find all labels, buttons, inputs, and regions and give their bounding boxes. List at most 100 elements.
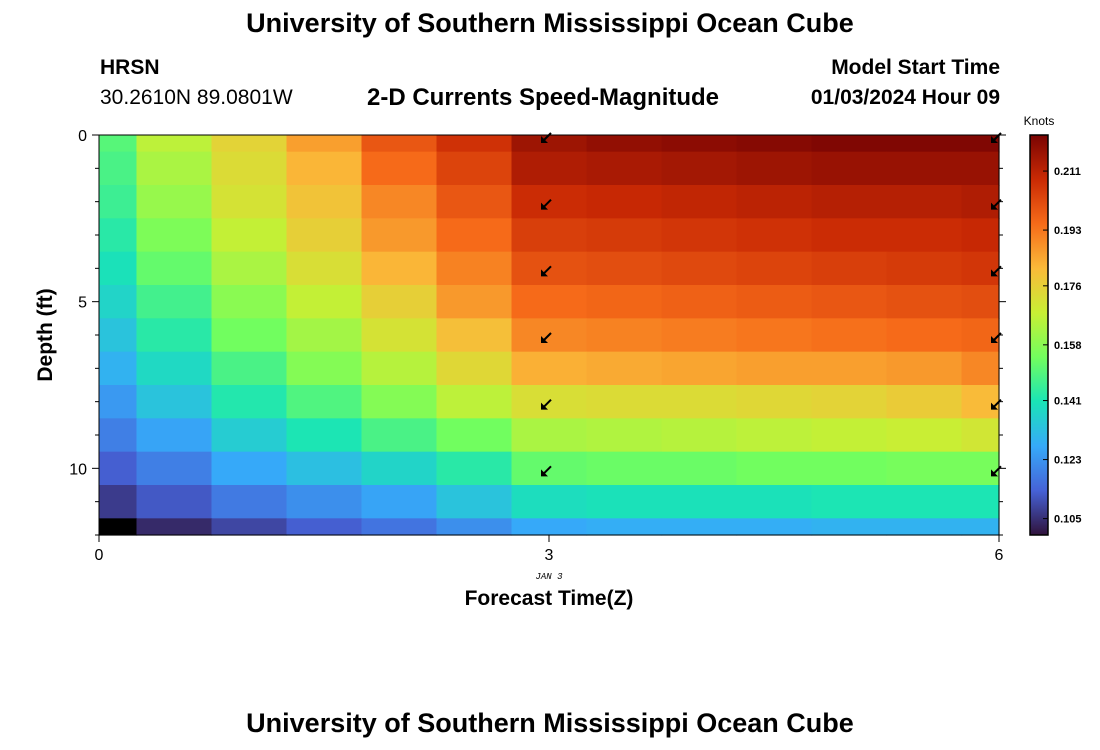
heatmap-cell	[136, 485, 213, 519]
heatmap-cell	[586, 485, 663, 519]
heatmap-cell	[736, 351, 813, 386]
current-arrow-head	[541, 136, 548, 143]
x-tick-label: 6	[995, 547, 1004, 564]
heatmap-cell	[436, 518, 513, 536]
heatmap-cell	[211, 351, 288, 386]
heatmap-cell	[736, 385, 813, 419]
model-start-value: 01/03/2024 Hour 09	[810, 86, 1000, 109]
colorbar-tick-label: 0.105	[1054, 514, 1082, 526]
current-arrow-head	[541, 269, 548, 277]
heatmap-cell	[511, 135, 588, 153]
heatmap-cell	[736, 418, 813, 453]
heatmap-cell	[136, 518, 213, 536]
x-tick-label: 0	[95, 547, 104, 564]
heatmap-cell	[736, 218, 813, 253]
heatmap-cell	[361, 418, 438, 453]
heatmap-cell	[886, 218, 963, 253]
heatmap-cell	[961, 418, 1000, 453]
heatmap-cell	[736, 135, 813, 153]
heatmap-cell	[361, 351, 438, 386]
heatmap-cell	[961, 451, 1000, 486]
station-coordinates: 30.2610N 89.0801W	[100, 86, 293, 109]
heatmap-cell	[136, 385, 213, 419]
heatmap-cell	[661, 218, 738, 253]
heatmap-cell	[886, 485, 963, 519]
heatmap-cell	[886, 385, 963, 419]
colorbar-scale	[1029, 134, 1049, 536]
heatmap-cell	[286, 285, 363, 319]
heatmap-cell	[286, 351, 363, 386]
chart-main-title: University of Southern Mississippi Ocean…	[246, 8, 854, 38]
heatmap-cell	[286, 218, 363, 253]
heatmap-cell	[586, 451, 663, 486]
heatmap-cell	[586, 151, 663, 186]
heatmap-cell	[511, 151, 588, 186]
current-arrow-head	[541, 402, 548, 410]
heatmap-cell	[211, 485, 288, 519]
current-arrow	[991, 398, 1002, 410]
heatmap-cell	[961, 285, 1000, 319]
heatmap-cell	[511, 518, 588, 536]
heatmap-cell	[661, 351, 738, 386]
y-axis-title: Depth (ft)	[34, 288, 57, 381]
heatmap-cell	[136, 318, 213, 353]
heatmap-cell	[961, 351, 1000, 386]
heatmap-cell	[99, 418, 138, 453]
heatmap-cell	[286, 485, 363, 519]
heatmap-cell	[886, 151, 963, 186]
colorbar: 0.211 0.193 0.176 0.158 0.141 0.123 0.105 Knots	[1024, 114, 1082, 536]
heatmap-cell	[661, 151, 738, 186]
x-tick-label: 3	[545, 547, 554, 564]
heatmap-cell	[661, 451, 738, 486]
heatmap-cell	[436, 251, 513, 286]
heatmap-cell	[136, 418, 213, 453]
heatmap-cell	[286, 385, 363, 419]
heatmap-cell	[99, 185, 138, 219]
heatmap-cell	[811, 135, 888, 153]
heatmap-cell	[661, 318, 738, 353]
colorbar-unit-label: Knots	[1024, 114, 1055, 128]
colorbar-tick-label: 0.211	[1054, 166, 1081, 178]
heatmap-cell	[211, 251, 288, 286]
heatmap-cell	[211, 418, 288, 453]
current-arrow	[541, 398, 552, 410]
heatmap-cell	[99, 518, 138, 536]
heatmap-cells	[99, 135, 1000, 536]
heatmap-cell	[811, 418, 888, 453]
heatmap-cell	[99, 451, 138, 486]
heatmap-cell	[99, 485, 138, 519]
heatmap-cell	[99, 318, 138, 353]
heatmap-cell	[886, 318, 963, 353]
current-arrow-head	[991, 402, 998, 410]
heatmap-cell	[961, 151, 1000, 186]
colorbar-tick-label: 0.193	[1054, 225, 1082, 237]
current-arrow	[541, 132, 552, 143]
current-arrow	[541, 465, 552, 477]
heatmap-cell	[211, 285, 288, 319]
current-arrow-head	[991, 336, 998, 343]
current-arrow	[991, 198, 1002, 210]
current-arrow-head	[541, 336, 548, 343]
heatmap-cell	[586, 418, 663, 453]
heatmap-cell	[436, 318, 513, 353]
heatmap-cell	[361, 151, 438, 186]
current-arrow	[541, 198, 552, 210]
heatmap-cell	[736, 451, 813, 486]
station-name: HRSN	[100, 56, 160, 79]
heatmap-cell	[436, 385, 513, 419]
heatmap-cell	[736, 185, 813, 219]
heatmap-cell	[586, 285, 663, 319]
heatmap-cell	[886, 135, 963, 153]
heatmap-cell	[736, 251, 813, 286]
current-arrow-head	[541, 469, 548, 477]
current-arrow	[991, 265, 1002, 277]
heatmap-cell	[361, 385, 438, 419]
heatmap-cell	[286, 135, 363, 153]
heatmap-cell	[586, 251, 663, 286]
heatmap-cell	[99, 151, 138, 186]
model-start-label: Model Start Time	[831, 56, 1000, 79]
current-arrow-head	[991, 269, 998, 277]
heatmap-cell	[136, 351, 213, 386]
heatmap-cell	[961, 485, 1000, 519]
